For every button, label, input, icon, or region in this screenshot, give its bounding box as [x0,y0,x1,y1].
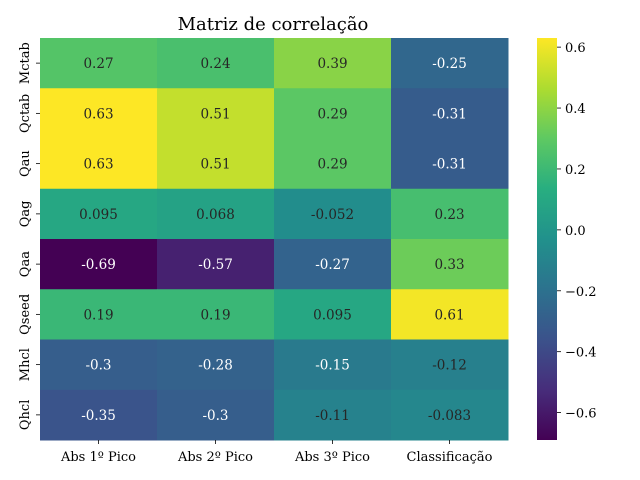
x-tick-label: Abs 2º Pico [177,450,253,465]
cell-value-label: 0.19 [200,307,230,323]
cell-value-label: 0.19 [83,307,113,323]
y-axis: Mctab Qctab Qau Qag Qaa Qseed Mhcl Qhcl [18,42,40,430]
colorbar-tick-label: −0.4 [565,346,597,361]
heatmap-cell [40,138,158,190]
cell-value-label: 0.33 [434,257,464,273]
y-tick-label: Qau [18,150,33,177]
heatmap-cell [40,188,158,240]
cell-value-label: -0.12 [432,358,467,374]
heatmap-cell [40,38,158,89]
cell-value-label: 0.51 [200,106,230,122]
heatmap-cell [274,339,392,391]
heatmap-cell [274,239,392,290]
colorbar-tick-label: −0.2 [565,285,597,300]
heatmap-cell [157,339,275,391]
cell-value-label: -0.15 [315,358,350,374]
cell-value-label: -0.27 [315,257,350,273]
heatmap-cell [274,38,392,89]
cell-value-label: 0.51 [200,157,230,173]
heatmap-cell [274,138,392,190]
heatmap-cell [274,188,392,240]
y-tick-label: Qhcl [18,400,33,430]
cell-value-label: -0.11 [315,408,350,424]
heatmap-cell [391,339,509,391]
x-tick-label: Abs 1º Pico [60,450,136,465]
heatmap-cell [274,289,392,340]
heatmap-cell [391,289,509,340]
cell-value-label: 0.63 [83,106,113,122]
cell-value-label: 0.24 [200,56,230,72]
colorbar: 0.6 0.4 0.2 0.0 −0.2 −0.4 −0.6 [537,38,597,440]
cell-value-label: 0.63 [83,157,113,173]
cell-value-label: -0.3 [85,358,111,374]
cell-value-label: 0.29 [317,106,347,122]
heatmap-cell [40,239,158,290]
cell-value-label: -0.57 [198,257,233,273]
x-tick-label: Classificação [407,450,493,465]
y-tick-label: Qag [18,201,33,228]
y-tick-label: Mhcl [18,348,33,381]
colorbar-tick-label: 0.0 [565,224,586,239]
cell-value-label: 0.095 [79,207,118,223]
heatmap-cell [391,188,509,240]
y-tick-label: Qctab [18,94,33,133]
cell-value-label: 0.23 [434,207,464,223]
heatmap-cell [157,389,275,441]
cell-value-label: 0.39 [317,56,347,72]
cell-value-label: 0.27 [83,56,113,72]
heatmap-cell [157,188,275,240]
y-tick-label: Qaa [18,251,33,277]
cell-value-label: -0.35 [81,408,116,424]
cell-value-label: 0.068 [196,207,235,223]
cell-value-label: -0.28 [198,358,233,374]
heatmap-cell [40,389,158,441]
heatmap-cell [40,339,158,391]
heatmap-cell [391,239,509,290]
heatmap-cell [274,88,392,139]
cell-value-label: -0.25 [432,56,467,72]
heatmap-cells: 0.27 0.24 0.39 -0.25 0.63 0.51 0.29 -0.31 0.63 0.… [40,38,509,441]
heatmap-cell [391,38,509,89]
heatmap-cell [157,38,275,89]
colorbar-tick-label: −0.6 [565,407,597,422]
x-axis: Abs 1º Pico Abs 2º Pico Abs 3º Pico Classif… [60,440,493,465]
colorbar-tick-label: 0.6 [565,41,586,56]
heatmap-cell [157,239,275,290]
heatmap-cell [274,389,392,441]
cell-value-label: -0.3 [202,408,228,424]
y-tick-label: Mctab [18,42,33,84]
cell-value-label: 0.29 [317,157,347,173]
heatmap-cell [391,138,509,190]
heatmap-cell [40,289,158,340]
cell-value-label: 0.61 [434,307,464,323]
heatmap-cell [157,289,275,340]
cell-value-label: -0.31 [432,106,467,122]
heatmap-cell [157,138,275,190]
cell-value-label: -0.31 [432,157,467,173]
cell-value-label: 0.095 [313,307,352,323]
cell-value-label: -0.052 [311,207,354,223]
y-tick-label: Qseed [18,294,33,335]
colorbar-tick-label: 0.4 [565,102,586,117]
heatmap-cell [157,88,275,139]
heatmap-cell [391,88,509,139]
x-tick-label: Abs 3º Pico [294,450,370,465]
cell-value-label: -0.69 [81,257,116,273]
heatmap-cell [40,88,158,139]
colorbar-gradient [537,38,557,440]
chart-title: Matriz de correlação [178,14,369,35]
colorbar-tick-label: 0.2 [565,163,586,178]
heatmap-cell [391,389,509,441]
cell-value-label: -0.083 [428,408,471,424]
